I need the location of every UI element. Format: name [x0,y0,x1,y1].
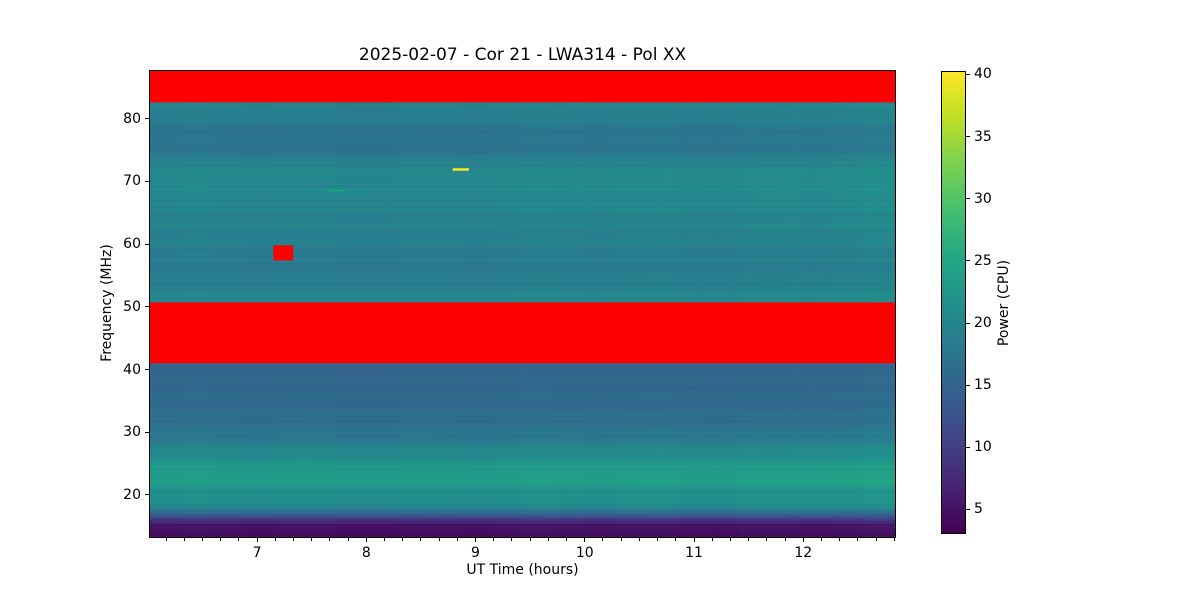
tick-mark [784,538,786,541]
tick-mark [729,538,731,541]
tick-mark [238,538,240,541]
colorbar-tick-label: 10 [974,439,992,456]
tick-mark [657,538,659,541]
tick-mark [893,538,895,541]
tick-mark [165,538,167,541]
tick-mark [347,538,349,541]
tick-mark [966,384,970,386]
tick-mark [420,538,422,541]
tick-mark [875,538,877,541]
tick-mark [820,538,822,541]
tick-mark [145,494,149,496]
tick-mark [145,180,149,182]
x-tick-label: 11 [685,545,703,561]
tick-mark [145,369,149,371]
tick-mark [456,538,458,541]
tick-mark [145,243,149,245]
tick-mark [529,538,531,541]
x-axis-label: UT Time (hours) [466,562,579,578]
colorbar-gradient [942,72,965,533]
x-tick-label: 10 [575,545,594,561]
tick-mark [566,538,568,541]
tick-mark [966,446,970,448]
spectrogram-heatmap [150,71,895,537]
tick-mark [311,538,313,541]
colorbar-tick-label: 15 [974,377,992,394]
tick-mark [966,260,970,262]
tick-mark [584,538,586,542]
tick-mark [183,538,185,541]
tick-mark [329,538,331,541]
tick-mark [201,538,203,541]
tick-mark [438,538,440,541]
tick-mark [145,306,149,308]
tick-mark [839,538,841,541]
colorbar-tick-label: 25 [974,252,992,269]
tick-mark [748,538,750,541]
y-tick-label: 40 [123,361,141,378]
tick-mark [256,538,258,542]
tick-mark [274,538,276,541]
tick-mark [547,538,549,541]
tick-mark [802,538,804,542]
tick-mark [638,538,640,541]
x-tick-label: 8 [361,545,371,561]
y-tick-label: 80 [123,110,141,127]
x-tick-label: 9 [471,545,480,561]
x-tick-label: 12 [794,545,813,561]
tick-mark [220,538,222,541]
tick-mark [675,538,677,541]
tick-mark [966,73,970,75]
tick-mark [493,538,495,541]
tick-mark [384,538,385,541]
tick-mark [966,508,970,510]
colorbar-tick-label: 20 [974,315,992,331]
tick-mark [711,538,713,541]
tick-mark [766,538,768,541]
tick-mark [966,198,970,200]
y-tick-label: 60 [123,236,141,253]
tick-mark [966,136,970,138]
tick-mark [966,322,970,324]
colorbar-tick-label: 30 [974,190,992,207]
tick-mark [475,538,477,542]
tick-mark [145,118,149,120]
tick-mark [402,538,404,541]
colorbar-tick-label: 5 [974,501,983,518]
tick-mark [292,538,294,541]
tick-mark [620,538,622,541]
colorbar-tick-label: 40 [974,66,992,83]
tick-mark [365,538,367,542]
plot-title: 2025-02-07 - Cor 21 - LWA314 - Pol XX [358,45,687,65]
tick-mark [857,538,859,541]
x-tick-label: 7 [252,545,262,561]
tick-mark [145,431,149,433]
tick-mark [602,538,604,541]
y-tick-label: 70 [123,173,141,190]
y-tick-label: 20 [123,486,141,503]
colorbar-tick-label: 35 [974,128,992,145]
y-tick-label: 30 [123,424,141,441]
y-tick-label: 50 [123,298,141,315]
tick-mark [693,538,695,542]
tick-mark [511,538,513,541]
